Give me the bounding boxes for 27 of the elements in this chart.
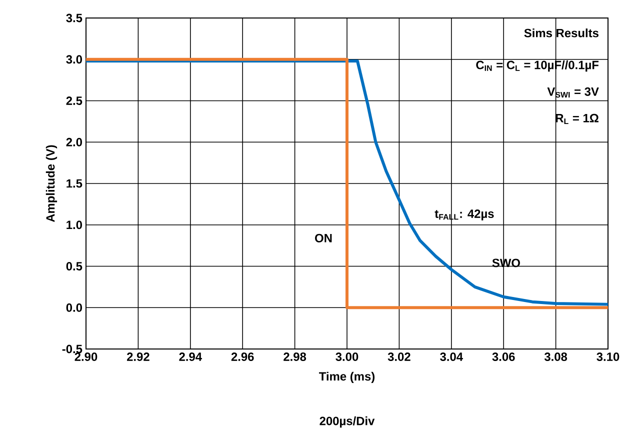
annotation: R$_{L}$ = 1Ω <box>556 114 598 124</box>
x-tick-label: 3.02 <box>388 352 410 362</box>
x-tick-label: 2.98 <box>284 352 306 361</box>
y-tick-label: 2.5 <box>66 96 82 105</box>
y-tick-label: 1.5 <box>66 179 82 188</box>
x-tick-label: 3.06 <box>492 352 515 362</box>
x-tick-label: 2.92 <box>126 352 150 361</box>
x-tick-label: 3.00 <box>336 352 358 362</box>
annotation: V$_{SWI}$ = 3V <box>547 87 599 98</box>
x-tick-label: 2.94 <box>179 352 202 361</box>
x-axis-title: Time (ms) <box>319 372 375 383</box>
y-tick-label: 0.0 <box>66 303 82 312</box>
x-tick-label: 3.04 <box>440 352 463 362</box>
y-tick-label: -0.5 <box>62 344 82 354</box>
series-label: ON <box>315 234 332 242</box>
y-tick-label: 3.0 <box>66 55 82 64</box>
y-tick-label: 1.0 <box>66 220 82 230</box>
y-tick-label: 3.5 <box>66 14 82 22</box>
y-axis-title: Amplitude (V) <box>46 145 58 222</box>
y-tick-label: 2.0 <box>66 138 82 146</box>
annotation: Sims Results <box>524 28 598 38</box>
y-tick-label: 0.5 <box>66 262 82 270</box>
x-tick-label: 3.08 <box>544 352 568 362</box>
x-tick-label: 2.96 <box>231 352 254 361</box>
text: 200µs/Div <box>320 416 375 428</box>
x-tick-label: 2.90 <box>74 352 98 361</box>
x-tick-label: 3.10 <box>596 352 620 362</box>
